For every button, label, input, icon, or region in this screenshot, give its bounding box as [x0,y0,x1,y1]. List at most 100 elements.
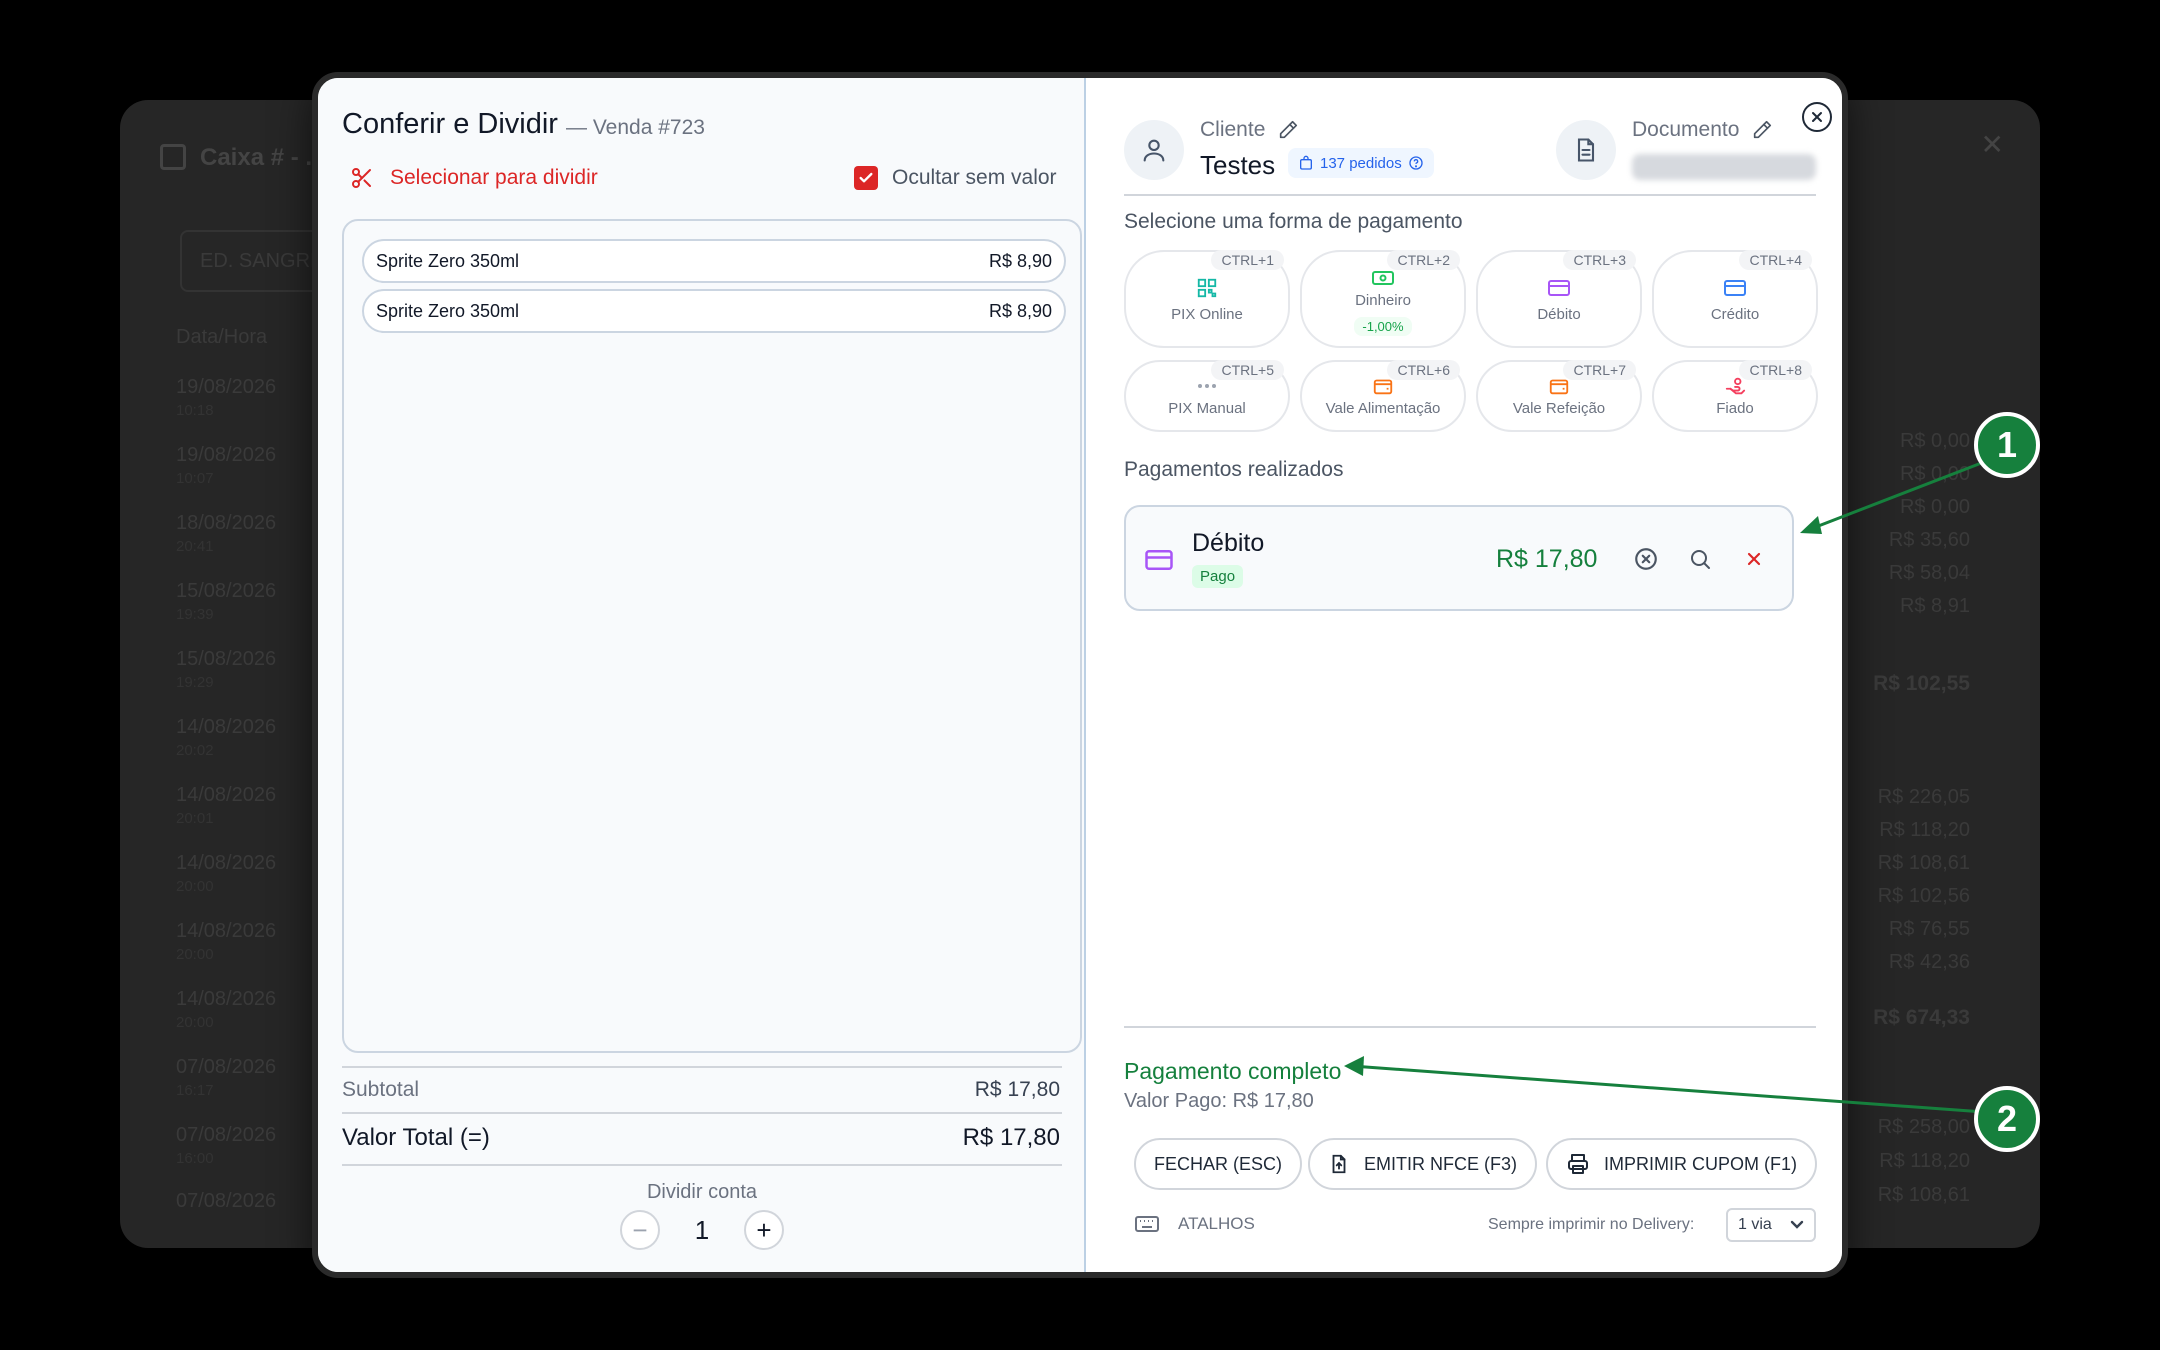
shortcut-badge: CTRL+4 [1739,250,1812,270]
background-row-date: 14/08/2026 [176,920,277,942]
emit-nfce-button[interactable]: EMITIR NFCE (F3) [1308,1138,1537,1190]
background-row-date: 14/08/2026 [176,716,277,738]
callout-badge: 1 [1974,412,2040,478]
decrement-button[interactable]: − [620,1210,660,1250]
modal-title: Conferir e Dividir [342,108,558,140]
cash-icon [1371,266,1395,290]
background-row-date: 19/08/2026 [176,444,277,466]
select-to-split-label: Selecionar para dividir [390,166,598,189]
background-row-date: 18/08/2026 [176,512,277,534]
shortcuts-button[interactable]: ATALHOS [1134,1214,1255,1234]
background-value: R$ 0,00 [1899,430,1970,452]
divider [342,1112,1062,1114]
payment-method-pix-online[interactable]: CTRL+1 PIX Online [1124,250,1290,348]
order-item[interactable]: Sprite Zero 350ml R$ 8,90 [362,289,1066,333]
chevron-down-icon [1790,1220,1804,1229]
select-to-split-button[interactable]: Selecionar para dividir [350,166,598,190]
background-total: R$ 102,55 [1873,672,1970,695]
order-review-pane: Conferir e Dividir — Venda #723 Selecion… [318,78,1086,1272]
debit-card-icon [1144,547,1174,578]
payment-method-debit[interactable]: CTRL+3 Débito [1476,250,1642,348]
background-row-date: 07/08/2026 [176,1190,277,1212]
close-modal-button[interactable] [1802,102,1832,132]
split-count-value: 1 [694,1214,710,1245]
hand-coins-icon [1724,374,1746,398]
payment-amount: R$ 17,80 [1496,545,1598,573]
orders-count-badge[interactable]: 137 pedidos [1288,148,1434,178]
background-row-date: 07/08/2026 [176,1056,277,1078]
edit-document-icon[interactable] [1751,119,1773,141]
customer-label: Cliente [1200,118,1266,141]
keyboard-icon [1135,1216,1159,1232]
print-receipt-label: IMPRIMIR CUPOM (F1) [1604,1153,1797,1174]
close-icon [1812,112,1822,122]
shopping-bag-icon [1300,155,1312,170]
split-account-label: Dividir conta [646,1181,758,1203]
check-icon [859,172,873,183]
discount-badge: -1,00% [1354,317,1412,336]
background-row-date: 14/08/2026 [176,852,277,874]
order-item[interactable]: Sprite Zero 350ml R$ 8,90 [362,239,1066,283]
divider [1124,194,1816,196]
payment-method-pix-manual[interactable]: CTRL+5 PIX Manual [1124,360,1290,432]
background-value: R$ 108,61 [1877,852,1970,874]
payment-method-food-voucher[interactable]: CTRL+7 Vale Refeição [1476,360,1642,432]
remove-payment-button[interactable] [1738,543,1770,575]
close-esc-button[interactable]: FECHAR (ESC) [1134,1138,1303,1190]
payment-method-meal-voucher[interactable]: CTRL+6 Vale Alimentação [1300,360,1466,432]
document-label: Documento [1632,118,1740,141]
background-row-time: 19:39 [176,606,214,623]
background-column-header: Data/Hora [176,326,268,348]
print-copies-select[interactable]: 1 via [1726,1208,1816,1242]
payment-method-cash[interactable]: CTRL+2 Dinheiro -1,00% [1300,250,1466,348]
print-receipt-button[interactable]: IMPRIMIR CUPOM (F1) [1546,1138,1817,1190]
background-value: R$ 35,60 [1888,529,1970,551]
wallet-icon [1372,374,1394,398]
increment-button[interactable]: + [744,1210,784,1250]
qr-code-icon [1196,276,1218,300]
document-value-redacted [1632,154,1816,180]
hide-zero-toggle[interactable]: Ocultar sem valor [854,166,1057,190]
item-name: Sprite Zero 350ml [376,250,520,271]
background-row-time: 20:00 [176,946,214,963]
item-price: R$ 8,90 [988,250,1052,271]
subtotal-value: R$ 17,80 [974,1078,1060,1101]
divider [342,1164,1062,1166]
background-value: R$ 108,61 [1877,1184,1970,1206]
shortcuts-label: ATALHOS [1178,1214,1255,1233]
emit-nfce-label: EMITIR NFCE (F3) [1364,1153,1517,1174]
background-value: R$ 0,00 [1899,463,1970,485]
orders-count: 137 pedidos [1320,154,1402,172]
background-row-time: 16:17 [176,1082,214,1099]
dots-icon [1196,374,1218,398]
document-icon [1577,138,1595,162]
background-total: R$ 674,33 [1873,1006,1970,1029]
shortcut-badge: CTRL+1 [1211,250,1284,270]
payment-method-label: PIX Online [1171,306,1243,323]
background-row-time: 19:29 [176,674,214,691]
card-icon [1547,276,1571,300]
hide-zero-label: Ocultar sem valor [892,166,1057,189]
document-label-row: Documento [1632,118,1773,142]
search-icon [1691,550,1710,569]
background-row-date: 15/08/2026 [176,648,277,670]
user-icon [1143,139,1165,162]
payment-method-credit[interactable]: CTRL+4 Crédito [1652,250,1818,348]
background-value: R$ 102,56 [1877,885,1970,907]
background-row-time: 20:41 [176,538,214,555]
edit-customer-icon[interactable] [1277,119,1299,141]
card-icon [1723,276,1747,300]
background-value: R$ 58,04 [1888,562,1970,584]
cancel-payment-button[interactable] [1630,543,1662,575]
register-icon [160,144,186,170]
total-label: Valor Total (=) [342,1124,490,1151]
divider [342,1066,1062,1068]
payment-method-label: Crédito [1710,306,1760,323]
shortcut-badge: CTRL+5 [1211,360,1284,380]
background-value: R$ 258,00 [1877,1116,1970,1138]
hide-zero-checkbox[interactable] [854,166,878,190]
payment-method-credit-account[interactable]: CTRL+8 Fiado [1652,360,1818,432]
background-value: R$ 226,05 [1877,786,1970,808]
payment-name: Débito [1192,529,1265,557]
view-payment-button[interactable] [1684,543,1716,575]
